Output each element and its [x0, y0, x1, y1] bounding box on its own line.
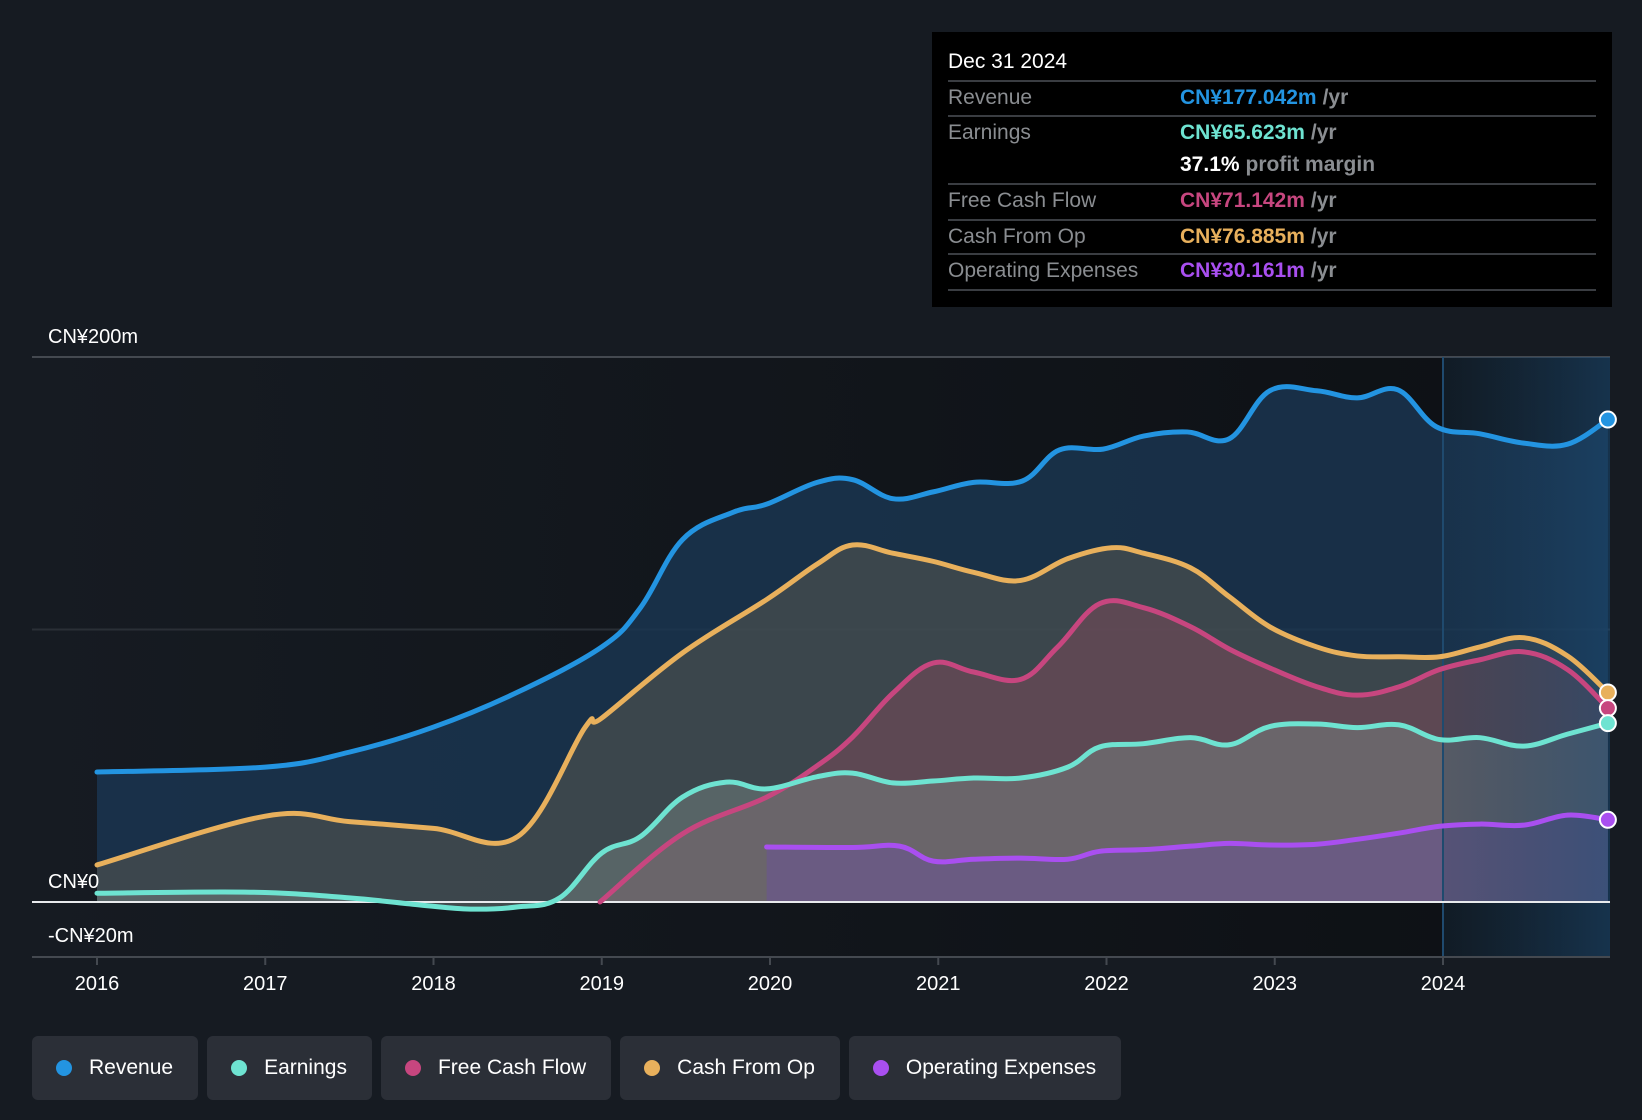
legend-item-free-cash-flow[interactable]: Free Cash Flow — [380, 1036, 612, 1100]
legend-label: Revenue — [89, 1056, 174, 1079]
end-marker-cash-from-op[interactable] — [1598, 683, 1617, 702]
end-markers — [1598, 410, 1617, 829]
x-tick-label: 2019 — [580, 973, 625, 995]
legend-item-earnings[interactable]: Earnings — [207, 1036, 372, 1100]
y-tick-label: -CN¥20m — [48, 925, 134, 947]
highlight-region — [1443, 357, 1610, 957]
x-axis: 2016 2017 2018 2019 2020 2021 2022 2023 2024 — [32, 956, 1610, 995]
y-tick-label: CN¥0 — [48, 871, 99, 893]
end-marker-earnings[interactable] — [1598, 714, 1617, 733]
legend-label: Earnings — [264, 1056, 347, 1079]
series-areas — [97, 386, 1608, 910]
tooltip-label: Cash From Op — [948, 225, 1086, 248]
tooltip-row-cash-from-op: Cash From Op CN¥76.885m/yr — [948, 219, 1596, 255]
tooltip-row-free-cash-flow: Free Cash Flow CN¥71.142m/yr — [948, 183, 1596, 219]
legend-dot-icon — [231, 1060, 248, 1076]
tooltip-value: CN¥65.623m/yr — [1180, 121, 1337, 144]
end-marker-revenue[interactable] — [1598, 410, 1617, 429]
legend-label: Free Cash Flow — [437, 1056, 587, 1079]
area-free-cash-flow — [600, 600, 1608, 902]
tooltip-row-operating-expenses: Operating Expenses CN¥30.161m/yr — [948, 253, 1596, 289]
line-operating-expenses — [764, 812, 1611, 865]
tooltip-row-profit-margin: 37.1% profit margin — [948, 149, 1596, 183]
x-tick-label: 2023 — [1253, 973, 1298, 995]
x-tick-label: 2016 — [75, 973, 120, 995]
tooltip-label: Revenue — [948, 86, 1033, 109]
tooltip-row-revenue: Revenue CN¥177.042m/yr — [948, 80, 1596, 116]
x-tick-label: 2018 — [411, 973, 456, 995]
x-tick-label: 2021 — [916, 973, 961, 995]
line-cash-from-op — [94, 542, 1611, 868]
end-marker-free-cash-flow[interactable] — [1598, 699, 1617, 718]
x-tick-label: 2022 — [1084, 973, 1129, 995]
legend-item-cash-from-op[interactable]: Cash From Op — [620, 1036, 840, 1100]
x-tick-label: 2017 — [243, 973, 288, 995]
y-tick-label: CN¥200m — [48, 326, 138, 348]
series-lines — [94, 384, 1611, 912]
legend-label: Operating Expenses — [905, 1056, 1097, 1079]
tooltip-divider — [948, 289, 1596, 291]
legend-item-operating-expenses[interactable]: Operating Expenses — [848, 1036, 1122, 1100]
tooltip-label: Earnings — [948, 121, 1031, 144]
profit-margin: 37.1% profit margin — [1180, 153, 1376, 176]
tooltip-label: Free Cash Flow — [948, 189, 1097, 212]
end-marker-operating-expenses[interactable] — [1598, 810, 1617, 829]
y-axis-labels: CN¥200m CN¥0 -CN¥20m — [48, 326, 138, 947]
tooltip-value: CN¥30.161m/yr — [1180, 259, 1337, 282]
area-operating-expenses — [766, 814, 1608, 902]
tooltip-date: Dec 31 2024 — [948, 50, 1068, 73]
line-free-cash-flow — [597, 598, 1611, 905]
legend: Revenue Earnings Free Cash Flow Cash Fro… — [32, 1036, 1122, 1100]
tooltip-row-earnings: Earnings CN¥65.623m/yr — [948, 115, 1596, 151]
legend-dot-icon — [872, 1060, 889, 1076]
x-tick-label: 2024 — [1421, 973, 1466, 995]
line-revenue — [94, 384, 1611, 775]
tooltip-value: CN¥76.885m/yr — [1180, 225, 1337, 248]
tooltip: Dec 31 2024 Revenue CN¥177.042m/yr Earni… — [932, 32, 1612, 307]
legend-dot-icon — [56, 1060, 72, 1076]
area-earnings — [97, 723, 1608, 910]
legend-label: Cash From Op — [677, 1056, 815, 1079]
legend-dot-icon — [404, 1060, 421, 1076]
line-earnings — [94, 720, 1611, 912]
tooltip-value: CN¥71.142m/yr — [1180, 189, 1337, 212]
legend-item-revenue[interactable]: Revenue — [32, 1036, 199, 1100]
tooltip-value: CN¥177.042m/yr — [1180, 86, 1349, 109]
legend-dot-icon — [644, 1060, 661, 1076]
x-tick-label: 2020 — [748, 973, 793, 995]
tooltip-label: Operating Expenses — [948, 259, 1139, 282]
